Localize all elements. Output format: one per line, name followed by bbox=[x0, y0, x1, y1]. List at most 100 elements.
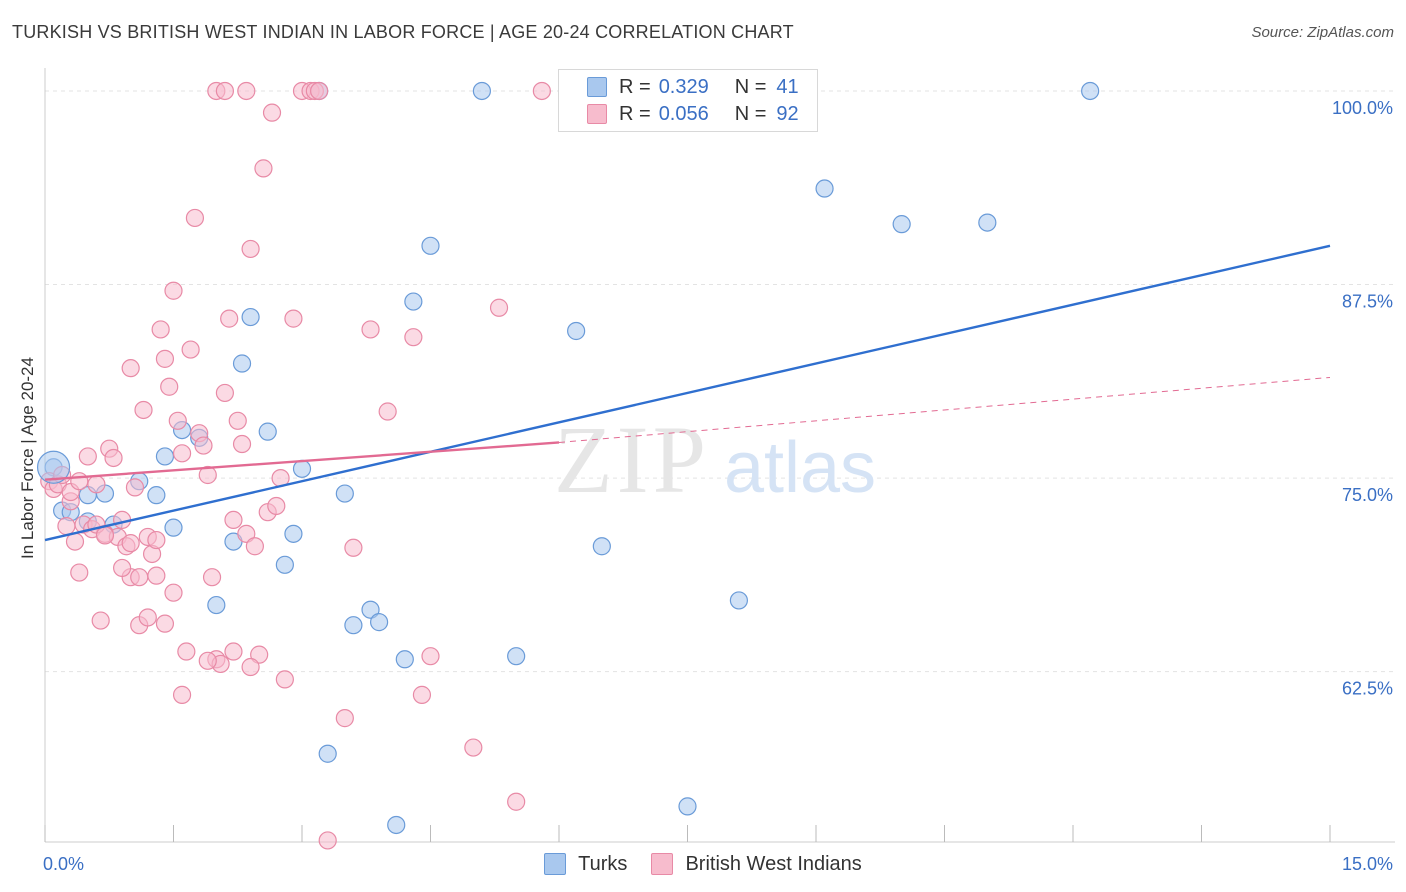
y-axis-label: In Labor Force | Age 20-24 bbox=[18, 357, 37, 559]
bwi-point-69 bbox=[421, 647, 440, 666]
bwi-point-63 bbox=[335, 709, 354, 728]
bwi-point-53 bbox=[262, 103, 282, 122]
watermark-zip: ZIP bbox=[554, 406, 710, 513]
legend-bwi-label: British West Indians bbox=[685, 852, 862, 875]
turks-point-29 bbox=[421, 236, 440, 255]
bwi-point-7 bbox=[70, 563, 89, 582]
bwi-point-64 bbox=[344, 538, 363, 557]
bwi-point-43 bbox=[220, 309, 239, 328]
bwi-point-30 bbox=[164, 281, 183, 300]
bwi-point-49 bbox=[245, 537, 264, 556]
bwi-point-47 bbox=[237, 524, 256, 543]
bwi-point-39 bbox=[202, 568, 222, 587]
turks-point-large bbox=[36, 450, 71, 484]
bwi-point-76 bbox=[237, 81, 256, 101]
bwi-swatch bbox=[587, 104, 607, 124]
bwi-r-label: R = bbox=[619, 102, 651, 125]
bwi-point-82 bbox=[147, 530, 166, 550]
turks-point-22 bbox=[335, 484, 354, 503]
bwi-point-84 bbox=[95, 526, 115, 545]
turks-point-27 bbox=[395, 650, 414, 669]
bwi-n-label: N = bbox=[734, 102, 767, 125]
bwi-point-86 bbox=[164, 583, 183, 602]
turks-point-31 bbox=[507, 647, 526, 666]
legend-row-bwi: R = 0.056 N = 92 bbox=[559, 100, 799, 128]
turks-point-12 bbox=[207, 595, 226, 615]
bwi-point-88 bbox=[224, 642, 243, 661]
bwi-point-72 bbox=[507, 792, 526, 811]
correlation-legend: R = 0.329 N = 41 R = 0.056 N = 92 bbox=[558, 69, 818, 132]
trend-layer bbox=[44, 244, 1331, 542]
legend-turks-label: Turks bbox=[578, 852, 628, 875]
bwi-point-34 bbox=[181, 340, 200, 359]
turks-point-36 bbox=[815, 179, 834, 198]
bwi-point-56 bbox=[275, 670, 294, 689]
y-tick-label-0: 100.0% bbox=[1332, 98, 1393, 118]
legend-item-turks[interactable]: Turks bbox=[544, 853, 627, 876]
turks-point-17 bbox=[275, 555, 294, 574]
turks-point-18 bbox=[284, 524, 303, 543]
bwi-point-85 bbox=[121, 534, 140, 553]
turks-point-14 bbox=[232, 354, 252, 373]
bwi-point-79 bbox=[155, 614, 175, 633]
bwi-trend-line-2 bbox=[558, 376, 1331, 443]
bwi-point-78 bbox=[138, 608, 157, 627]
bwi-point-21 bbox=[125, 478, 145, 497]
bwi-point-65 bbox=[361, 320, 380, 339]
watermark: ZIP atlas bbox=[554, 406, 876, 513]
legend-bwi-swatch bbox=[651, 853, 674, 875]
bwi-point-57 bbox=[284, 309, 303, 328]
bwi-r-value: 0.056 bbox=[658, 102, 709, 125]
bwi-point-35 bbox=[185, 208, 205, 228]
bwi-point-31 bbox=[168, 411, 187, 430]
bwi-point-48 bbox=[241, 239, 260, 259]
turks-r-value: 0.329 bbox=[658, 75, 709, 98]
bwi-point-11 bbox=[87, 475, 106, 494]
legend-row-turks: R = 0.329 N = 41 bbox=[559, 73, 799, 101]
bwi-point-87 bbox=[198, 651, 217, 670]
bwi-point-23 bbox=[134, 400, 153, 420]
bwi-point-4 bbox=[57, 517, 76, 536]
turks-point-15 bbox=[241, 307, 260, 327]
chart-source: Source: ZipAtlas.com bbox=[1251, 24, 1394, 41]
turks-point-19 bbox=[292, 459, 312, 478]
bwi-point-38 bbox=[198, 465, 217, 485]
y-tick-label-1: 87.5% bbox=[1342, 292, 1393, 312]
bwi-point-44 bbox=[224, 510, 243, 530]
bwi-point-32 bbox=[172, 444, 192, 463]
bwi-point-29 bbox=[160, 377, 179, 396]
series-legend: Turks British West Indians bbox=[0, 850, 1406, 878]
bwi-point-45 bbox=[228, 411, 247, 430]
turks-point-28 bbox=[404, 292, 423, 311]
bwi-point-77 bbox=[172, 685, 192, 704]
bwi-point-70 bbox=[464, 738, 483, 757]
bwi-point-80 bbox=[112, 558, 132, 578]
legend-item-bwi[interactable]: British West Indians bbox=[651, 852, 862, 876]
turks-point-32 bbox=[567, 321, 586, 341]
bwi-point-73 bbox=[532, 81, 551, 101]
bwi-point-68 bbox=[412, 685, 432, 704]
turks-point-33 bbox=[592, 537, 611, 556]
turks-point-26 bbox=[387, 815, 406, 835]
turks-trend-line-0 bbox=[44, 244, 1331, 542]
turks-point-35 bbox=[729, 591, 749, 610]
bwi-point-61 bbox=[310, 81, 329, 101]
bwi-point-51 bbox=[254, 159, 273, 178]
y-tick-label-2: 75.0% bbox=[1342, 485, 1393, 505]
bwi-point-62 bbox=[318, 831, 337, 850]
bwi-point-67 bbox=[404, 328, 423, 347]
bwi-point-54 bbox=[267, 496, 286, 516]
bwi-point-50 bbox=[250, 645, 269, 664]
grid-layer bbox=[45, 90, 1395, 673]
turks-point-37 bbox=[892, 215, 911, 234]
axis-layer bbox=[44, 68, 1395, 843]
bwi-trend-line-1 bbox=[44, 441, 560, 481]
bwi-point-19 bbox=[121, 359, 140, 378]
turks-point-39 bbox=[1081, 81, 1100, 101]
legend-turks-swatch bbox=[544, 853, 567, 875]
turks-point-25 bbox=[370, 613, 389, 632]
turks-point-23 bbox=[344, 616, 363, 635]
bwi-point-27 bbox=[151, 320, 170, 339]
bwi-point-66 bbox=[378, 402, 397, 421]
bwi-n-value: 92 bbox=[776, 102, 799, 125]
